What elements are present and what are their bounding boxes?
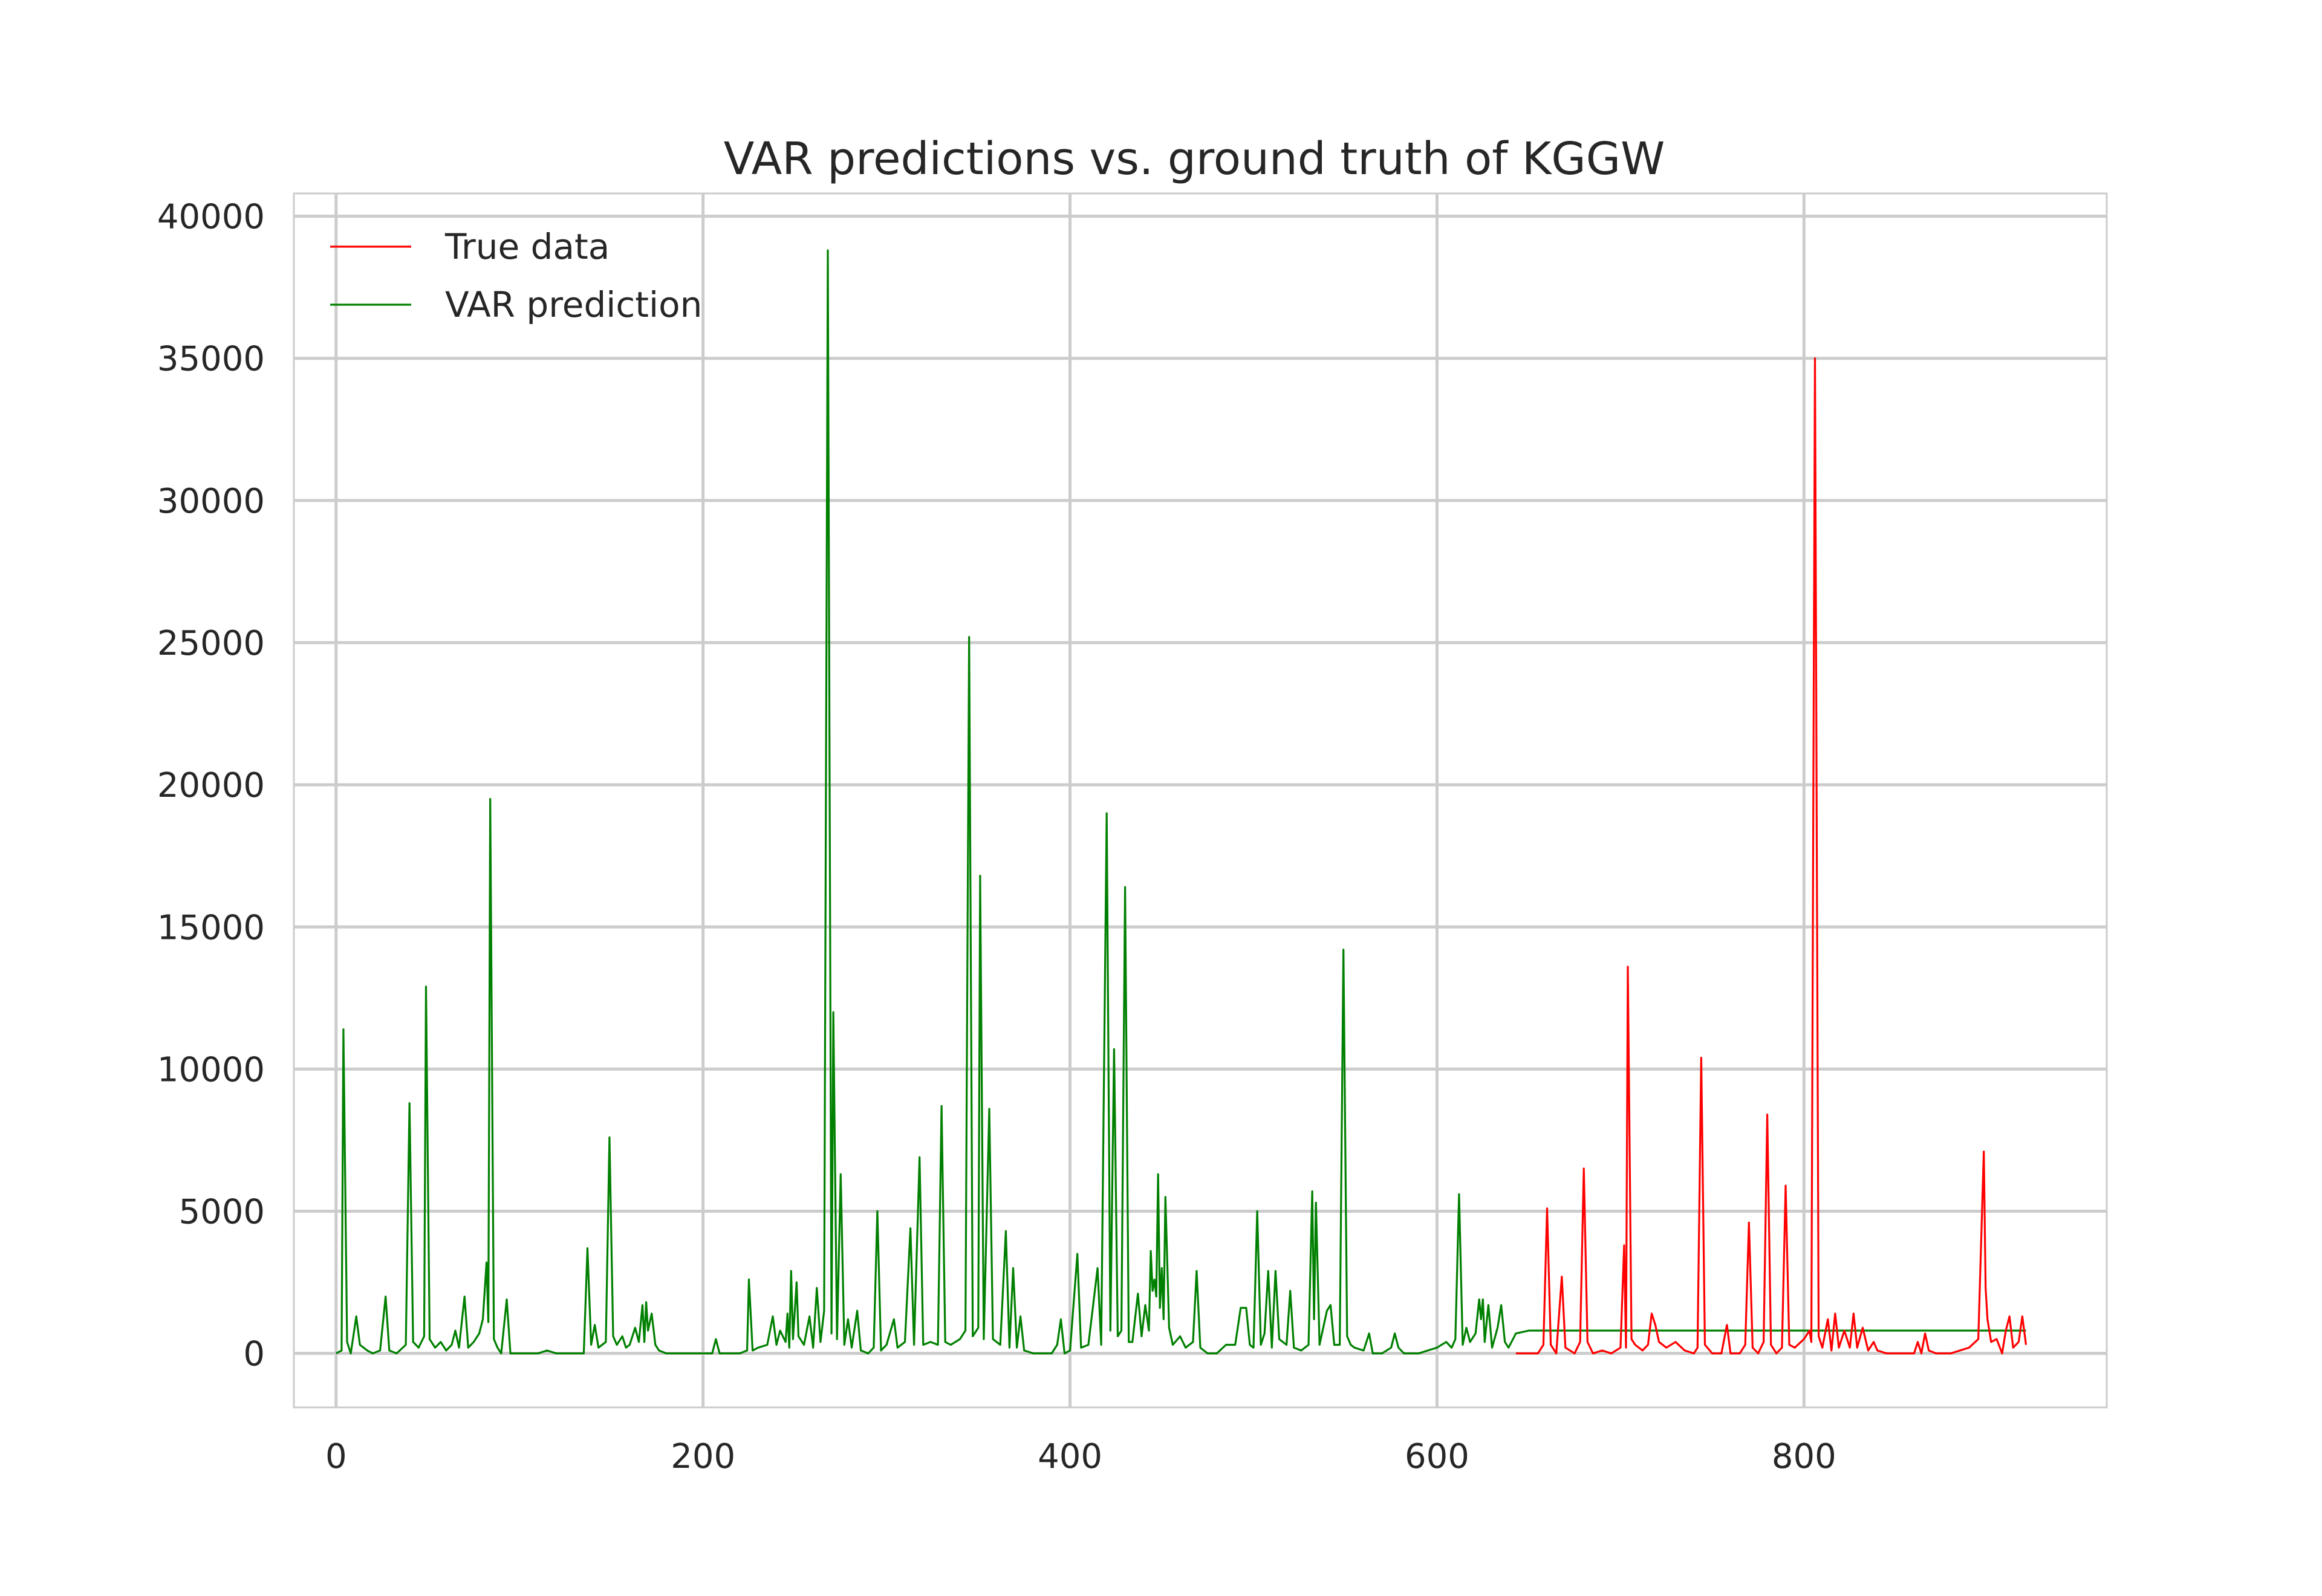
grid: [294, 193, 2107, 1407]
y-tick-label: 30000: [157, 482, 265, 521]
y-tick-label: 5000: [178, 1193, 265, 1232]
legend-label: True data: [444, 226, 610, 267]
legend: True data VAR prediction: [330, 226, 702, 325]
var-prediction-line: [336, 249, 2026, 1355]
x-tick-label: 0: [325, 1437, 347, 1476]
plot-series: [336, 249, 2028, 1355]
x-tick-label: 800: [1772, 1437, 1836, 1476]
true-data-line: [1515, 357, 2028, 1355]
y-tick-label: 15000: [157, 908, 265, 947]
x-tick-label: 600: [1405, 1437, 1469, 1476]
y-tick-label: 10000: [157, 1050, 265, 1089]
plot-frame: [293, 192, 2108, 1409]
x-tick-label: 400: [1038, 1437, 1102, 1476]
chart-title: VAR predictions vs. ground truth of KGGW: [724, 133, 1665, 185]
y-tick-label: 0: [243, 1335, 265, 1374]
y-axis-ticks: 0 5000 10000 15000 20000 25000 30000 35000 40000: [157, 198, 265, 1374]
y-tick-label: 20000: [157, 766, 265, 805]
legend-label: VAR prediction: [445, 284, 702, 325]
y-tick-label: 25000: [157, 624, 265, 663]
y-tick-label: 40000: [157, 198, 265, 237]
x-tick-label: 200: [671, 1437, 735, 1476]
y-tick-label: 35000: [157, 340, 265, 379]
x-axis-ticks: 0 200 400 600 800: [325, 1437, 1836, 1476]
